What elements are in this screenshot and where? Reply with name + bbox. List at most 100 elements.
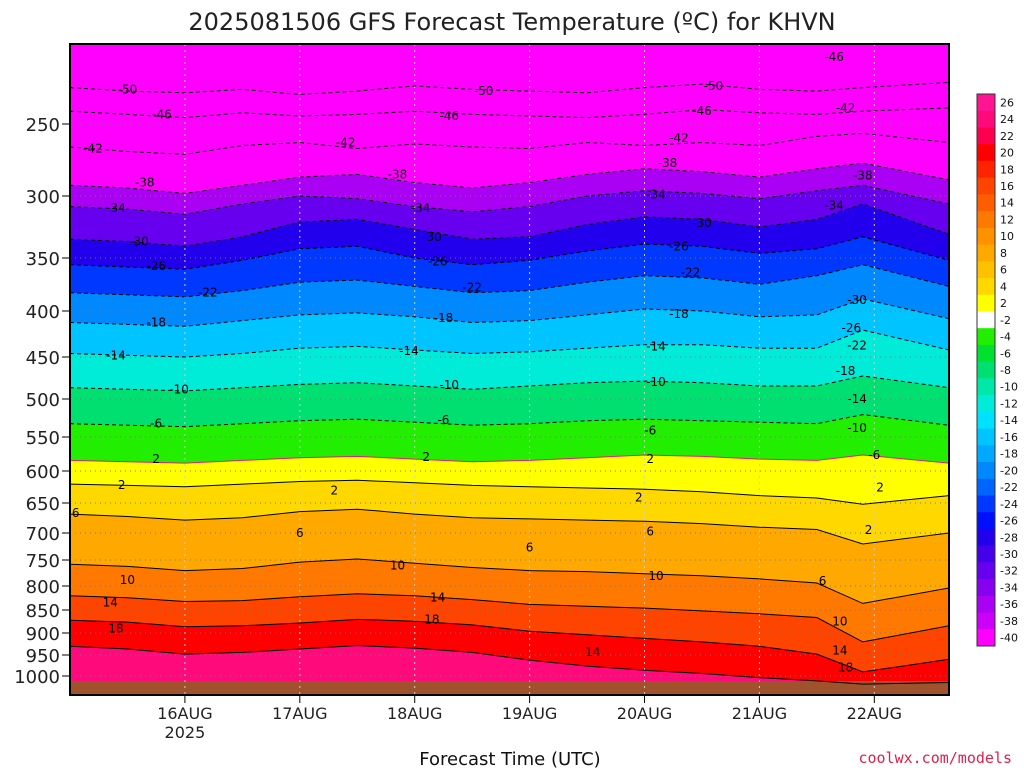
colorbar-swatch: [977, 428, 995, 446]
contour-label: 2: [865, 523, 873, 537]
contour-label: -38: [658, 156, 678, 170]
isotherm-contours: [70, 81, 949, 685]
colorbar-swatch: [977, 445, 995, 463]
colorbar-swatch: [977, 595, 995, 614]
colorbar-swatch: [977, 127, 995, 145]
ground-fill: [70, 681, 949, 695]
y-tick-label: 750: [26, 551, 60, 572]
contour-label: 10: [648, 569, 663, 583]
contour-label: -34: [646, 188, 666, 202]
isotherm-14: [70, 593, 949, 643]
x-tick-label: 21AUG: [732, 704, 787, 723]
y-tick-label: 650: [26, 494, 60, 515]
colorbar-swatch: [977, 194, 995, 212]
contour-label: 2: [152, 452, 160, 466]
colorbar-label: -8: [1000, 364, 1011, 377]
colorbar-label: 6: [1000, 264, 1007, 277]
x-tick-label: 18AUG: [387, 704, 442, 723]
colorbar-swatch: [977, 462, 995, 480]
colorbar-swatch: [977, 344, 995, 363]
y-tick-label: 300: [26, 187, 60, 208]
contour-label: -26: [842, 321, 862, 335]
contour-label: -42: [836, 101, 856, 115]
contour-label: -6: [868, 448, 880, 462]
colorbar-label: -6: [1000, 347, 1011, 360]
colorbar-label: 24: [1000, 113, 1014, 126]
contour-label: -50: [118, 82, 138, 96]
colorbar-label: 16: [1000, 180, 1014, 193]
colorbar-swatch: [977, 579, 995, 597]
colorbar-label: -10: [1000, 381, 1018, 394]
contour-label: 2: [422, 450, 430, 464]
colorbar-swatch: [977, 261, 995, 279]
colorbar-swatch: [977, 94, 995, 112]
contour-label: -34: [106, 201, 126, 215]
colorbar-swatch: [977, 160, 995, 179]
contour-label: -18: [836, 364, 856, 378]
isotherm--46: [70, 107, 949, 119]
colorbar-label: 18: [1000, 163, 1014, 176]
contour-label: -6: [437, 413, 449, 427]
y-tick-label: 250: [26, 115, 60, 136]
contour-label: 6: [819, 574, 827, 588]
contour-label: -10: [646, 375, 666, 389]
contour-label: -46: [692, 104, 712, 118]
colorbar-swatch: [977, 545, 995, 563]
colorbar-label: -2: [1000, 314, 1011, 327]
isotherm--34: [70, 184, 949, 215]
y-tick-label: 700: [26, 524, 60, 545]
contour-label: -14: [399, 344, 419, 358]
contour-label: -42: [83, 141, 103, 155]
colorbar-swatch: [977, 378, 995, 396]
contour-label: -10: [847, 421, 867, 435]
colorbar-swatch: [977, 177, 995, 195]
contour-label: 10: [832, 615, 847, 629]
temperature-bands: [70, 44, 949, 695]
contour-label: -30: [422, 230, 442, 244]
colorbar-swatch: [977, 227, 995, 246]
contour-label: 6: [526, 540, 534, 554]
colorbar-swatch: [977, 110, 995, 128]
colorbar-swatch: [977, 478, 995, 496]
colorbar-label: 2: [1000, 297, 1007, 310]
colorbar-label: -22: [1000, 481, 1018, 494]
isotherm--2: [70, 454, 949, 464]
y-tick-label: 950: [26, 646, 60, 667]
contour-label: -38: [388, 167, 408, 181]
isotherm--50: [70, 81, 949, 96]
contour-labels: -50 -50 -50-46-46 -46 -46-42 -42 -42-42-38-38-…: [72, 50, 884, 675]
colorbar-label: -28: [1000, 531, 1018, 544]
contour-label: 2: [118, 478, 126, 492]
plot-area: -50 -50 -50-46-46 -46 -46-42 -42 -42-42-38-38-…: [70, 44, 949, 695]
contour-label: -22: [462, 280, 482, 294]
colorbar-swatch: [977, 144, 995, 162]
contour-label: -30: [847, 293, 867, 307]
isotherm--26: [70, 236, 949, 270]
isotherm--38: [70, 162, 949, 194]
isotherm-2: [70, 479, 949, 505]
contour-label: -38: [135, 176, 155, 190]
y-tick-label: 1000: [14, 667, 60, 688]
y-tick-label: 800: [26, 577, 60, 598]
colorbar-swatch: [977, 361, 995, 379]
contour-label: -34: [824, 198, 844, 212]
isotherm--14: [70, 329, 949, 358]
y-axis: 2503003504004505005506006507007508008509…: [14, 115, 70, 688]
colorbar-label: 20: [1000, 147, 1014, 160]
isotherm-10: [70, 558, 949, 604]
contour-label: -50: [704, 79, 724, 93]
contour-label: -46: [152, 107, 172, 121]
colorbar-swatch: [977, 562, 995, 580]
colorbar-swatch: [977, 328, 995, 346]
colorbar-label: -34: [1000, 581, 1018, 594]
colorbar-label: -14: [1000, 414, 1018, 427]
colorbar-label: -16: [1000, 431, 1018, 444]
colorbar-swatch: [977, 244, 995, 262]
colorbar-swatch: [977, 278, 995, 296]
isotherm--6: [70, 414, 949, 428]
contour-label: -42: [669, 131, 689, 145]
contour-label: -18: [146, 316, 166, 330]
x-tick-label: 22AUG: [847, 704, 902, 723]
contour-label: 14: [103, 595, 118, 609]
contour-label: -50: [474, 84, 494, 98]
